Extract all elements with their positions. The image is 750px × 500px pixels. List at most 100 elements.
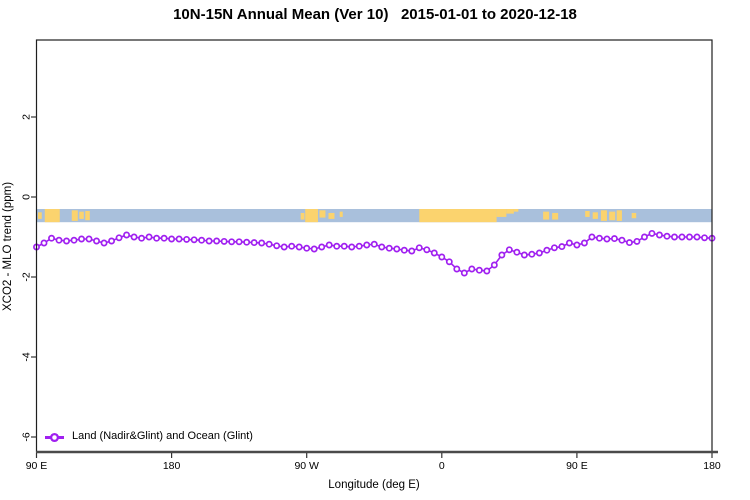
data-point-marker (85, 235, 93, 243)
data-point-marker (303, 244, 311, 252)
y-tick-label: 2 (21, 114, 33, 120)
y-tick-label: -6 (21, 432, 33, 441)
data-point-marker (228, 238, 236, 246)
data-point-marker (295, 243, 303, 251)
x-tick-label: 90 W (294, 460, 319, 472)
map-band-land-segment (85, 210, 90, 221)
data-point-marker (671, 233, 678, 241)
data-point-marker (130, 233, 138, 241)
map-band-land-segment (496, 209, 507, 217)
y-tick-label: 0 (21, 194, 33, 200)
data-point-marker (55, 236, 63, 244)
map-band-land-segment (328, 212, 335, 219)
map-band-land-segment (419, 209, 497, 223)
data-point-marker (460, 269, 468, 277)
data-point-marker (175, 235, 183, 243)
y-tick-label: -2 (21, 272, 33, 281)
map-band-land-segment (631, 212, 637, 219)
data-point-marker (243, 238, 251, 246)
data-point-marker (400, 246, 408, 254)
data-point-marker (701, 234, 708, 242)
data-point-marker (138, 234, 146, 242)
data-point-marker (603, 235, 611, 243)
legend-marker (49, 432, 60, 443)
data-point-marker (550, 244, 558, 252)
data-point-marker (445, 258, 453, 266)
data-point-marker (595, 234, 603, 242)
map-band-land-segment (585, 210, 590, 217)
map-band-land-segment (319, 210, 326, 218)
chart-title: 10N-15N Annual Mean (Ver 10) 2015-01-01 … (173, 6, 577, 23)
data-point-marker (573, 241, 581, 249)
map-band-land-segment (609, 211, 616, 221)
data-point-marker (558, 243, 566, 251)
data-point-marker (385, 244, 393, 252)
data-line (36, 232, 713, 274)
data-point-marker (340, 242, 348, 250)
map-band-land-segment (71, 210, 78, 221)
x-tick-label: 0 (439, 460, 445, 472)
data-point-marker (490, 261, 498, 269)
data-point-marker (288, 242, 296, 250)
data-point-marker (610, 235, 618, 243)
data-point-marker (415, 244, 423, 252)
data-point-marker (280, 243, 288, 251)
map-band-land-segment (339, 211, 343, 217)
data-point-marker (370, 240, 378, 248)
data-point-marker (333, 242, 341, 250)
data-point-marker (580, 239, 588, 247)
x-tick-label: 90 E (26, 460, 48, 472)
data-point-marker (145, 233, 153, 241)
data-point-marker (70, 236, 78, 244)
data-point-marker (93, 237, 100, 245)
data-point-marker (686, 233, 693, 241)
data-point-marker (520, 251, 528, 259)
data-point-marker (258, 239, 266, 247)
data-point-marker (438, 253, 446, 261)
map-band-land-segment (79, 211, 84, 219)
data-point-marker (250, 239, 258, 247)
data-point-marker (378, 243, 386, 251)
data-point-marker (393, 245, 401, 253)
data-point-marker (310, 245, 318, 253)
data-point-marker (78, 235, 85, 243)
data-point-marker (656, 231, 663, 239)
map-band-land-segment (305, 209, 318, 223)
data-point-marker (123, 231, 131, 239)
data-point-marker (528, 250, 536, 258)
data-point-marker (565, 239, 573, 247)
map-band-land-segment (543, 211, 550, 220)
data-point-marker (453, 265, 461, 273)
data-point-marker (468, 265, 476, 273)
x-tick-label: 180 (703, 460, 721, 472)
data-point-marker (205, 237, 213, 245)
data-point-marker (325, 241, 333, 249)
data-point-marker (40, 239, 48, 247)
legend-label: Land (Nadir&Glint) and Ocean (Glint) (72, 430, 253, 442)
data-point-marker (498, 251, 506, 259)
data-point-marker (678, 233, 686, 241)
data-point-marker (213, 237, 221, 245)
map-band-land-segment (300, 212, 305, 220)
data-point-marker (423, 246, 431, 254)
y-tick-label: -4 (21, 352, 33, 361)
data-point-marker (183, 235, 191, 243)
map-band-land-segment (44, 209, 60, 223)
data-point-marker (625, 239, 633, 247)
data-point-marker (318, 243, 326, 251)
map-band-land-segment (38, 212, 42, 219)
map-band-land-segment (616, 210, 622, 221)
data-point-marker (408, 247, 416, 255)
y-axis-label: XCO2 - MLO trend (ppm) (2, 181, 14, 311)
data-point-marker (220, 237, 228, 245)
data-point-marker (153, 234, 161, 242)
data-point-marker (430, 249, 438, 257)
data-point-marker (198, 236, 206, 244)
data-point-marker (108, 237, 116, 245)
data-point-marker (100, 239, 108, 247)
data-point-marker (265, 240, 273, 248)
map-band-land-segment (552, 212, 559, 220)
data-point-marker (483, 267, 491, 275)
